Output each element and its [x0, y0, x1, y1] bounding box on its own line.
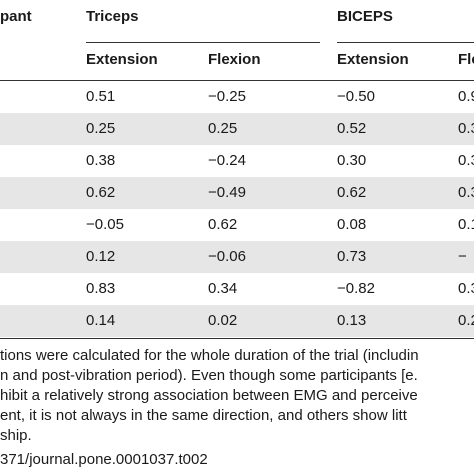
footnote-line: tions were calculated for the whole dura… [0, 347, 419, 364]
footnote-line: hibit a relatively strong association be… [0, 387, 418, 404]
triceps-extension-cell: 0.38 [86, 152, 116, 169]
biceps-flexion-cell: 0.2 [458, 312, 474, 329]
doi-link[interactable]: 371/journal.pone.0001037.t002 [0, 451, 208, 468]
triceps-extension-cell: 0.25 [86, 120, 116, 137]
table-row-shading [0, 241, 474, 273]
biceps-flexion-cell: 0.3 [458, 152, 474, 169]
table-row-shading [0, 177, 474, 209]
triceps-flexion-cell: 0.62 [208, 216, 238, 233]
biceps-extension-header: Extension [337, 51, 409, 68]
triceps-flexion-cell: −0.49 [208, 184, 246, 201]
triceps-extension-cell: −0.05 [86, 216, 124, 233]
triceps-extension-cell: 0.62 [86, 184, 116, 201]
footnote-line: ship. [0, 427, 32, 444]
triceps-flexion-cell: 0.02 [208, 312, 238, 329]
biceps-group-header: BICEPS [337, 8, 393, 25]
table-row-shading [0, 305, 474, 337]
biceps-extension-cell: 0.13 [337, 312, 367, 329]
table-bottom-rule [0, 338, 474, 339]
header-bottom-rule [0, 80, 474, 81]
biceps-extension-cell: −0.82 [337, 280, 375, 297]
triceps-flexion-cell: 0.25 [208, 120, 238, 137]
biceps-extension-cell: 0.73 [337, 248, 367, 265]
triceps-extension-cell: 0.51 [86, 88, 116, 105]
biceps-flexion-cell: 0.3 [458, 184, 474, 201]
biceps-extension-cell: 0.52 [337, 120, 367, 137]
biceps-extension-cell: 0.62 [337, 184, 367, 201]
triceps-flexion-cell: −0.25 [208, 88, 246, 105]
biceps-flexion-cell: 0.3 [458, 120, 474, 137]
biceps-extension-cell: 0.30 [337, 152, 367, 169]
triceps-group-header: Triceps [86, 8, 139, 25]
triceps-flexion-cell: 0.34 [208, 280, 238, 297]
biceps-flexion-cell: − [458, 248, 467, 265]
biceps-extension-cell: 0.08 [337, 216, 367, 233]
footnote-line: ent, it is not always in the same direct… [0, 407, 407, 424]
biceps-flexion-cell: 0.3 [458, 280, 474, 297]
triceps-flexion-cell: −0.24 [208, 152, 246, 169]
triceps-extension-cell: 0.83 [86, 280, 116, 297]
biceps-flexion-header: Fle [458, 51, 474, 68]
participant-column-header: pant [0, 8, 32, 25]
biceps-flexion-cell: 0.9 [458, 88, 474, 105]
footnote-line: n and post-vibration period). Even thoug… [0, 367, 418, 384]
biceps-group-rule [337, 42, 474, 43]
triceps-extension-cell: 0.12 [86, 248, 116, 265]
biceps-extension-cell: −0.50 [337, 88, 375, 105]
table-row-shading [0, 113, 474, 145]
triceps-extension-cell: 0.14 [86, 312, 116, 329]
triceps-group-rule [86, 42, 320, 43]
triceps-flexion-cell: −0.06 [208, 248, 246, 265]
biceps-flexion-cell: 0.1 [458, 216, 474, 233]
triceps-flexion-header: Flexion [208, 51, 261, 68]
triceps-extension-header: Extension [86, 51, 158, 68]
